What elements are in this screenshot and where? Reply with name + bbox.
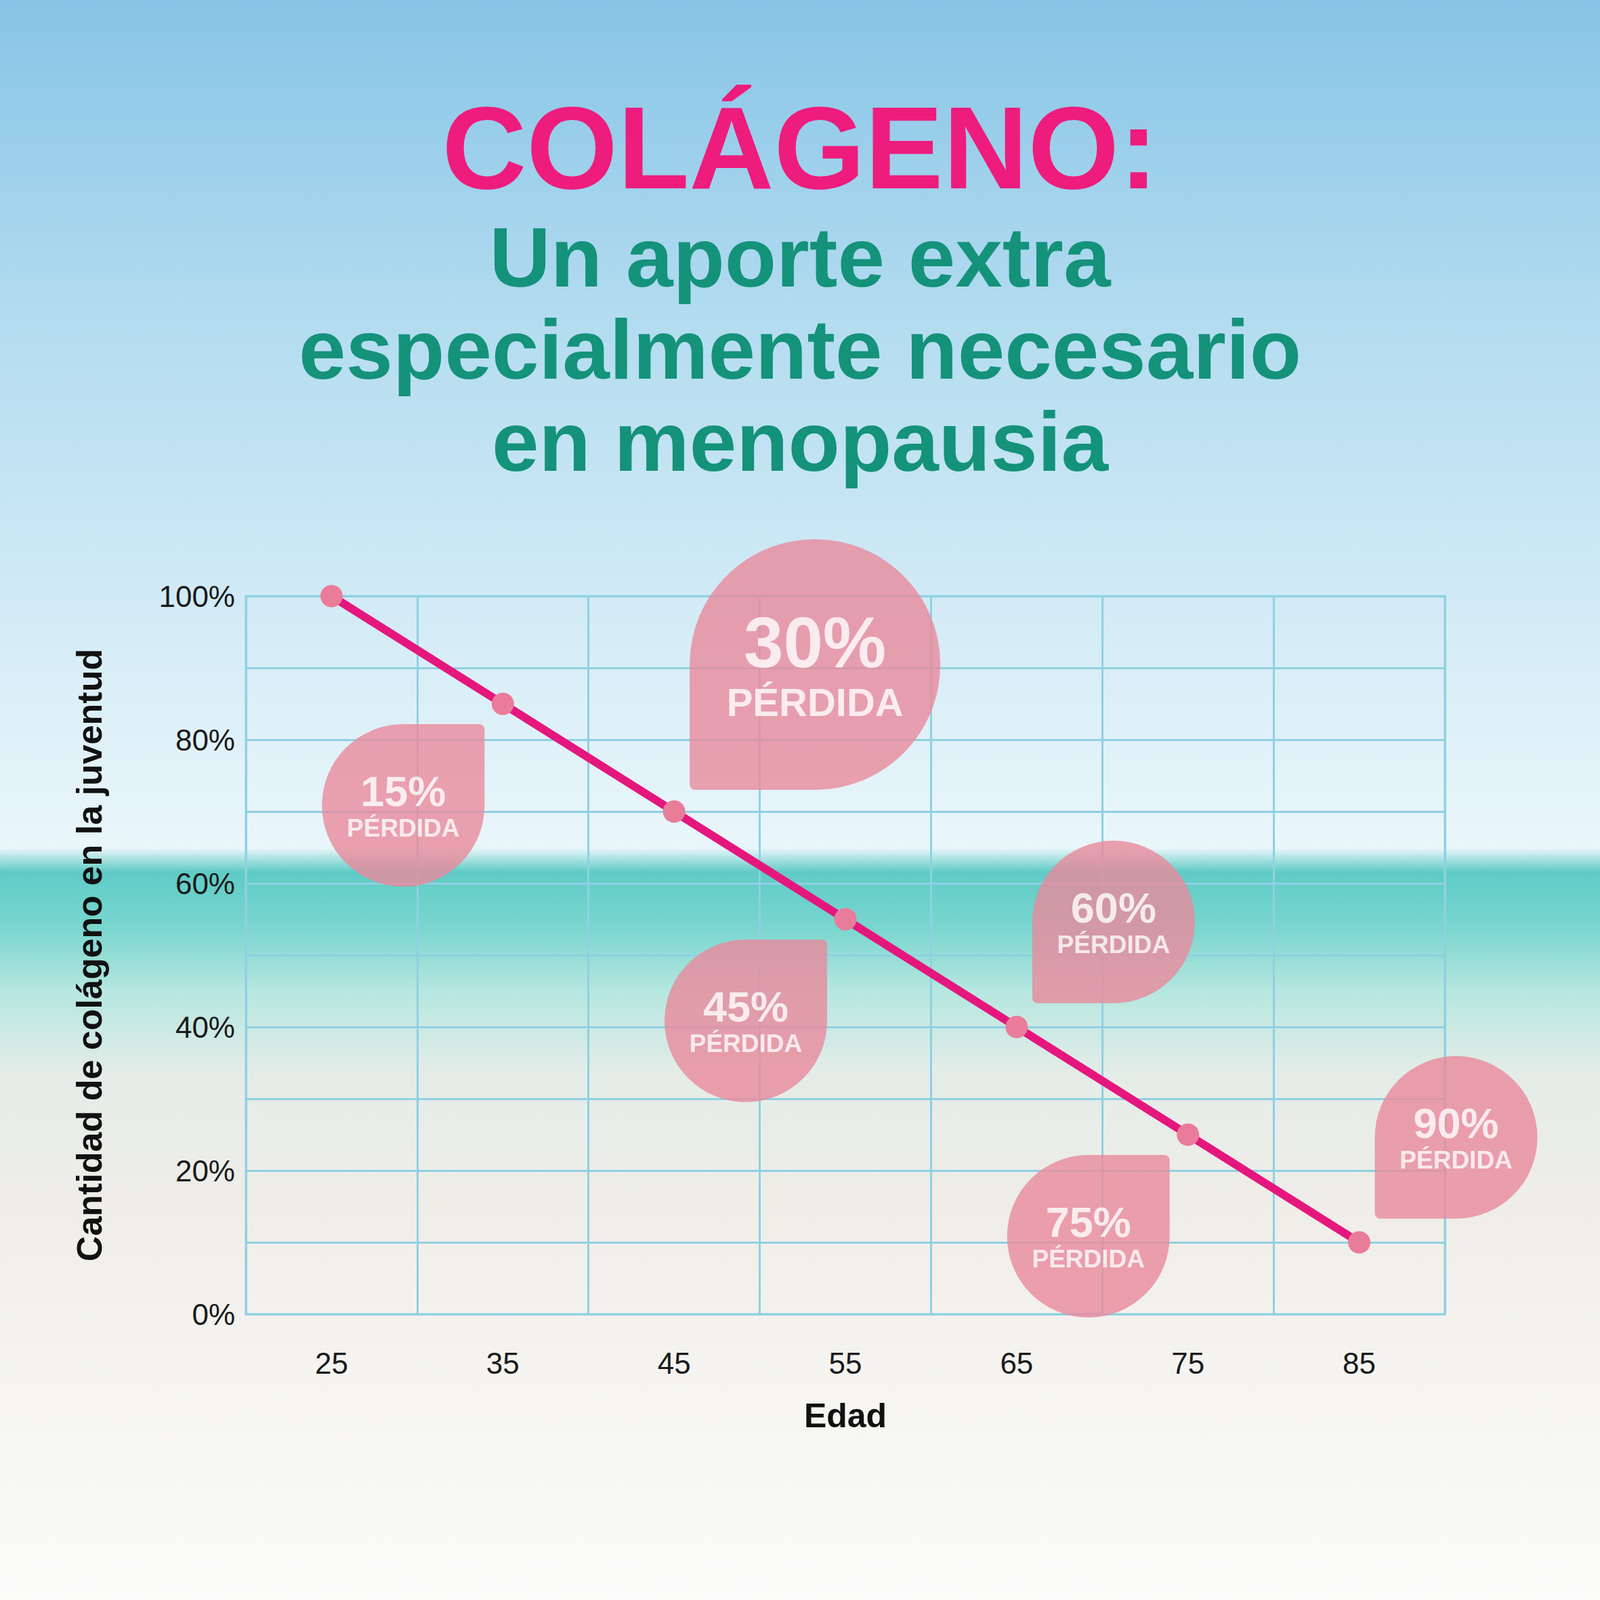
svg-text:60%: 60% — [1070, 883, 1157, 932]
svg-text:Edad: Edad — [804, 1396, 887, 1435]
html-text:COLÁGENO:: COLÁGENO: — [441, 81, 1159, 214]
svg-text:100%: 100% — [158, 579, 236, 614]
svg-text:PÉRDIDA: PÉRDIDA — [1399, 1146, 1513, 1174]
html-text:Un aporte extra especialmente: Un aporte extra especialmente necesario … — [298, 209, 1302, 489]
svg-text:65: 65 — [999, 1346, 1034, 1380]
svg-text:PÉRDIDA: PÉRDIDA — [1057, 930, 1171, 959]
svg-text:45: 45 — [657, 1346, 691, 1380]
svg-text:85: 85 — [1342, 1346, 1376, 1380]
svg-text:90%: 90% — [1413, 1099, 1500, 1147]
svg-text:40%: 40% — [175, 1010, 236, 1044]
svg-text:80%: 80% — [175, 723, 236, 757]
svg-text:0%: 0% — [191, 1297, 236, 1332]
svg-text:PÉRDIDA: PÉRDIDA — [689, 1029, 803, 1058]
svg-text:15%: 15% — [360, 767, 446, 815]
svg-text:60%: 60% — [175, 867, 236, 901]
svg-text:PÉRDIDA: PÉRDIDA — [726, 680, 904, 725]
svg-text:PÉRDIDA: PÉRDIDA — [1031, 1245, 1145, 1273]
svg-text:75%: 75% — [1045, 1198, 1132, 1246]
svg-text:Cantidad de colágeno en la juv: Cantidad de colágeno en la juventud — [69, 648, 110, 1262]
svg-text:30%: 30% — [743, 602, 887, 683]
svg-text:45%: 45% — [703, 982, 789, 1031]
svg-text:20%: 20% — [175, 1154, 236, 1188]
svg-text:35: 35 — [486, 1346, 520, 1380]
svg-text:75: 75 — [1171, 1346, 1205, 1380]
svg-text:PÉRDIDA: PÉRDIDA — [346, 814, 460, 842]
svg-text:25: 25 — [314, 1346, 349, 1380]
svg-text:55: 55 — [829, 1346, 863, 1380]
